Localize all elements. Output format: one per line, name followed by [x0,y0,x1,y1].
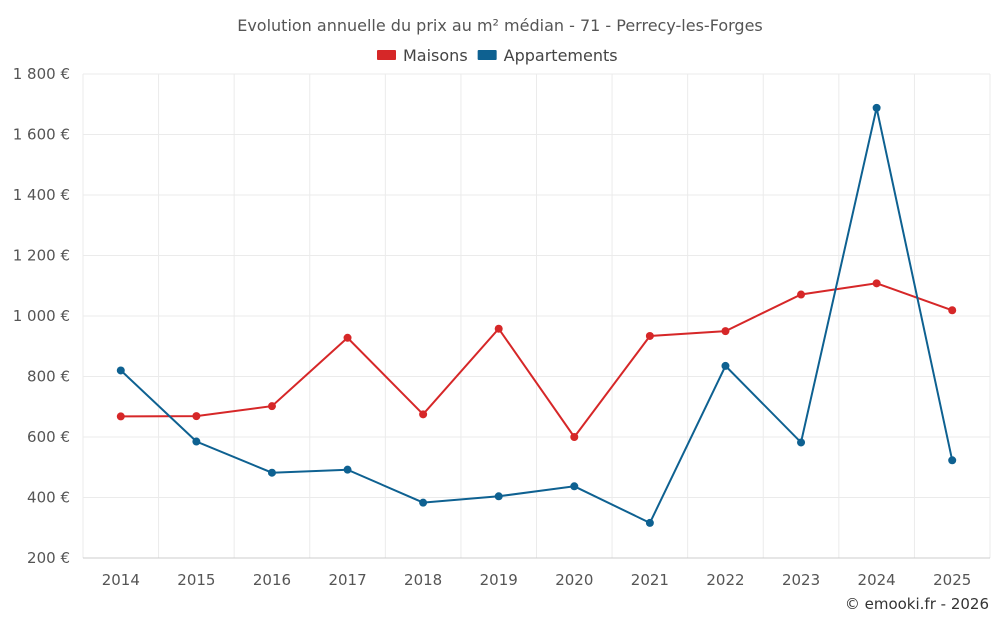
axes: 200 € 400 € 600 € 800 € 1 000 € 1 200 € 1 400 … [13,65,990,589]
data-point[interactable] [116,366,125,375]
data-point[interactable] [494,492,503,501]
chart-title: Evolution annuelle du prix au m² médian … [237,16,763,35]
grid [82,73,991,558]
x-tick-label: 2018 [404,571,442,589]
data-point[interactable] [494,324,503,333]
legend-label: Appartements [504,46,618,65]
data-point[interactable] [343,465,352,474]
y-tick-label: 1 200 € [13,247,70,265]
data-point[interactable] [797,438,806,447]
x-tick-label: 2014 [102,571,140,589]
series-group [116,103,957,527]
x-tick-label: 2023 [782,571,820,589]
y-tick-label: 1 800 € [13,65,70,83]
data-point[interactable] [192,412,201,421]
legend-item-maisons[interactable]: Maisons [377,46,468,65]
x-tick-label: 2017 [328,571,366,589]
data-point[interactable] [721,361,730,370]
y-tick-label: 400 € [27,489,70,507]
y-tick-label: 200 € [27,549,70,567]
x-tick-label: 2015 [177,571,215,589]
series-line [120,107,954,525]
x-tick-label: 2022 [706,571,744,589]
y-tick-label: 800 € [27,368,70,386]
data-point[interactable] [267,468,276,477]
y-tick-label: 1 600 € [13,126,70,144]
data-point[interactable] [343,333,352,342]
x-tick-label: 2020 [555,571,593,589]
data-point[interactable] [116,412,125,421]
data-point[interactable] [645,518,654,527]
series-maisons [116,279,957,441]
x-tick-label: 2024 [858,571,896,589]
data-point[interactable] [797,290,806,299]
data-point[interactable] [872,279,881,288]
series-line [120,282,953,439]
data-point[interactable] [419,410,428,419]
x-tick-label: 2025 [933,571,971,589]
x-tick-label: 2021 [631,571,669,589]
data-point[interactable] [570,482,579,491]
series-appartements [116,103,957,527]
legend-item-appartements[interactable]: Appartements [477,46,618,65]
data-point[interactable] [948,306,957,315]
data-point[interactable] [267,402,276,411]
legend-swatch [477,50,497,60]
legend-label: Maisons [403,46,468,65]
data-point[interactable] [570,433,579,441]
data-point[interactable] [872,103,881,112]
x-tick-label: 2016 [253,571,291,589]
credit-text: © emooki.fr - 2026 [845,595,989,613]
data-point[interactable] [721,327,730,336]
legend-swatch [377,50,396,60]
data-point[interactable] [645,331,654,340]
y-tick-label: 1 000 € [13,307,70,325]
y-tick-label: 1 400 € [13,186,70,204]
data-point[interactable] [948,456,957,465]
data-point[interactable] [192,437,201,446]
x-tick-label: 2019 [480,571,518,589]
y-tick-label: 600 € [27,428,70,446]
data-point[interactable] [419,498,428,507]
legend: Maisons Appartements [377,46,618,65]
